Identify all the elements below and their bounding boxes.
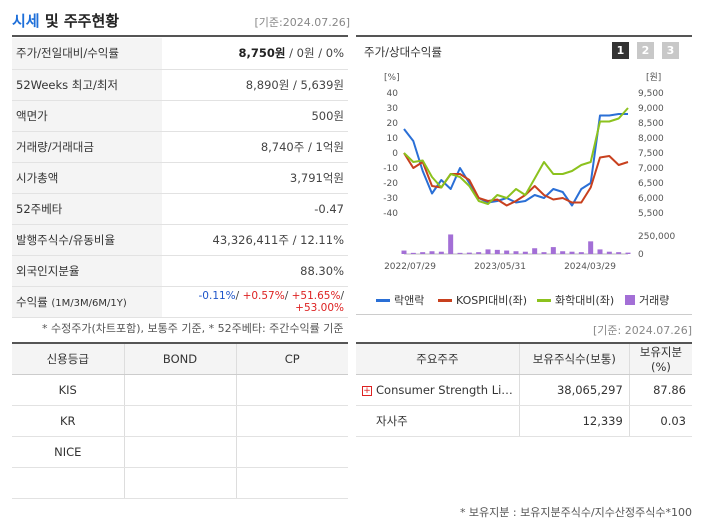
volume-bar <box>504 250 510 254</box>
y-tick-left: 0 <box>392 149 398 159</box>
volume-bar <box>513 251 519 254</box>
volume-tick: 0 <box>638 250 644 260</box>
table-row: 52주베타 -0.47 <box>12 193 348 225</box>
volume-bar <box>420 252 426 254</box>
y-tick-right: 9,500 <box>638 89 664 99</box>
x-tick-label: 2022/07/29 <box>384 262 436 272</box>
table-row: KR <box>12 405 348 437</box>
expand-icon[interactable]: + <box>362 385 372 396</box>
legend-item-lock: 락앤락 <box>376 292 424 308</box>
section-title: 시세 및 주주현황 <box>12 12 120 30</box>
volume-bar <box>532 248 538 254</box>
y-tick-right: 5,500 <box>638 209 664 219</box>
volume-bar <box>606 251 612 254</box>
y-tick-right: 8,500 <box>638 119 664 129</box>
volume-bar <box>625 252 631 254</box>
y-tick-right: 9,000 <box>638 104 664 114</box>
series-line-2 <box>403 107 629 205</box>
volume-bar <box>466 252 472 254</box>
chart-page-2-button[interactable]: 2 <box>637 42 654 59</box>
base-date: [기준:2024.07.26] <box>254 16 350 29</box>
volume-bar <box>476 252 482 254</box>
y-tick-left: 10 <box>387 134 399 144</box>
chart-panel <box>356 35 692 315</box>
credit-rating-table: 신용등급 BOND CP KIS KR NICE <box>12 344 348 499</box>
volume-tick: 250,000 <box>638 232 675 242</box>
volume-bar <box>616 252 622 254</box>
volume-bar <box>597 249 603 254</box>
right-unit-label: [원] <box>646 72 661 83</box>
price-info-table: 주가/전일대비/수익률 8,750원 / 0원 / 0% 52Weeks 최고/최… <box>12 38 348 318</box>
y-tick-left: -30 <box>383 194 398 204</box>
y-tick-left: 40 <box>387 89 399 99</box>
legend-item-chem: 화학대비(좌) <box>537 292 614 308</box>
legend-item-volume: 거래량 <box>625 292 669 308</box>
y-tick-right: 6,000 <box>638 194 664 204</box>
left-unit-label: [%] <box>384 73 400 83</box>
table-row <box>12 467 348 499</box>
volume-bar <box>448 234 454 254</box>
footnote: * 수정주가(차트포함), 보통주 기준, * 52주베타: 주간수익률 기준 <box>42 322 344 335</box>
volume-bar <box>485 249 491 254</box>
y-tick-right: 7,000 <box>638 164 664 174</box>
table-row: + Consumer Strength Li… 38,065,297 87.86 <box>356 374 692 406</box>
returns-row: 수익률 (1M/3M/6M/1Y) -0.11%/ +0.57%/ +51.65… <box>12 286 348 318</box>
price-chart: [%] [원] 40 9,500 30 9,000 20 8,500 10 8,000 0 7,500… <box>383 72 675 272</box>
table-row: 액면가 500원 <box>12 100 348 132</box>
volume-bar <box>560 251 566 254</box>
volume-bar <box>438 251 444 254</box>
volume-bar <box>541 252 547 254</box>
footnote-holders: * 보유지분 : 보유지분주식수/지수산정주식수*100 <box>459 506 692 519</box>
x-tick-label: 2023/05/31 <box>474 262 526 272</box>
y-tick-left: -40 <box>383 209 398 219</box>
y-tick-left: 20 <box>387 119 399 129</box>
y-tick-right: 6,500 <box>638 179 664 189</box>
volume-bar <box>578 252 584 254</box>
chart-page-3-button[interactable]: 3 <box>662 42 679 59</box>
divider <box>12 342 348 344</box>
volume-bar <box>588 241 594 254</box>
table-row: 52Weeks 최고/최저 8,890원 / 5,639원 <box>12 69 348 101</box>
volume-bar <box>410 252 416 254</box>
divider <box>12 35 348 37</box>
divider <box>356 342 692 344</box>
y-tick-left: -10 <box>383 164 398 174</box>
x-tick-label: 2024/03/29 <box>564 262 616 272</box>
volume-bar <box>457 252 463 254</box>
chart-title: 주가/상대수익률 <box>364 45 442 59</box>
volume-bar <box>550 247 556 254</box>
series-line-0 <box>403 113 628 207</box>
table-row: 발행주식수/유동비율 43,326,411주 / 12.11% <box>12 224 348 256</box>
table-row: 주가/전일대비/수익률 8,750원 / 0원 / 0% <box>12 38 348 70</box>
volume-bar <box>401 250 407 254</box>
table-row: NICE <box>12 436 348 468</box>
y-tick-right: 8,000 <box>638 134 664 144</box>
chart-base-date: [기준: 2024.07.26] <box>592 324 692 337</box>
chart-page-1-button[interactable]: 1 <box>612 42 629 59</box>
y-tick-right: 7,500 <box>638 149 664 159</box>
y-tick-left: 30 <box>387 104 399 114</box>
major-holders-table: 주요주주 보유주식수(보통) 보유지분(%) + Consumer Strength … <box>356 344 692 437</box>
y-tick-left: -20 <box>383 179 398 189</box>
table-row: 자사주 12,339 0.03 <box>356 405 692 437</box>
volume-bar <box>522 251 528 254</box>
volume-bar <box>429 251 435 254</box>
volume-bar <box>494 249 500 254</box>
table-row: 거래량/거래대금 8,740주 / 1억원 <box>12 131 348 163</box>
volume-bar <box>569 251 575 254</box>
table-row: KIS <box>12 374 348 406</box>
legend-item-kospi: KOSPI대비(좌) <box>438 292 527 308</box>
table-row: 시가총액 3,791억원 <box>12 162 348 194</box>
table-row: 외국인지분율 88.30% <box>12 255 348 287</box>
